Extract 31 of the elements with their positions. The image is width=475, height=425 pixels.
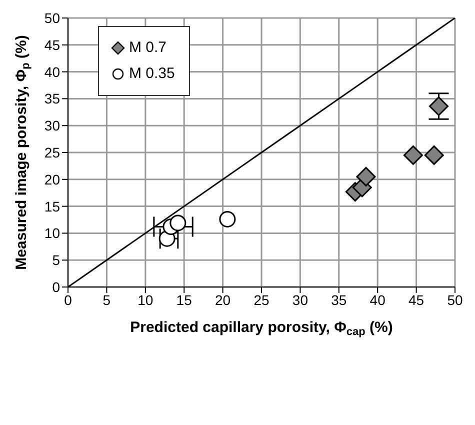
x-tick-label: 15	[176, 292, 192, 308]
point	[219, 210, 236, 228]
x-tick-label: 25	[254, 292, 270, 308]
y-tick-label: 20	[44, 171, 60, 188]
x-tick-label: 10	[138, 292, 154, 308]
x-axis-title: Predicted capillary porosity, Φ$_{cap}$ (%)	[130, 319, 393, 338]
x-tick-label: 45	[408, 292, 424, 308]
point	[356, 166, 376, 186]
x-tick-label: 0	[64, 292, 72, 308]
y-tick-label: 25	[44, 144, 60, 160]
point	[403, 145, 423, 165]
point	[428, 96, 448, 116]
y-tick-label: 35	[44, 90, 60, 107]
y-tick-label: 50	[44, 10, 60, 26]
y-tick-label: 5	[52, 252, 60, 268]
point	[170, 214, 186, 232]
y-tick-label: 45	[44, 36, 60, 53]
legend-label: M 0.35	[129, 64, 175, 84]
y-tick-label: 30	[44, 118, 60, 134]
legend-label: M 0.7	[129, 38, 167, 58]
x-tick-label: 30	[292, 292, 308, 308]
y-tick-label: 10	[44, 225, 60, 242]
y-tick-label: 0	[52, 278, 60, 295]
point	[424, 145, 444, 165]
x-tick-label: 40	[370, 292, 386, 308]
x-tick-label: 20	[215, 292, 231, 308]
x-tick-label: 50	[447, 292, 463, 308]
y-tick-label: 15	[44, 198, 60, 214]
y-tick-label: 40	[44, 64, 60, 80]
x-tick-label: 5	[102, 292, 111, 308]
x-tick-label: 35	[331, 292, 347, 308]
